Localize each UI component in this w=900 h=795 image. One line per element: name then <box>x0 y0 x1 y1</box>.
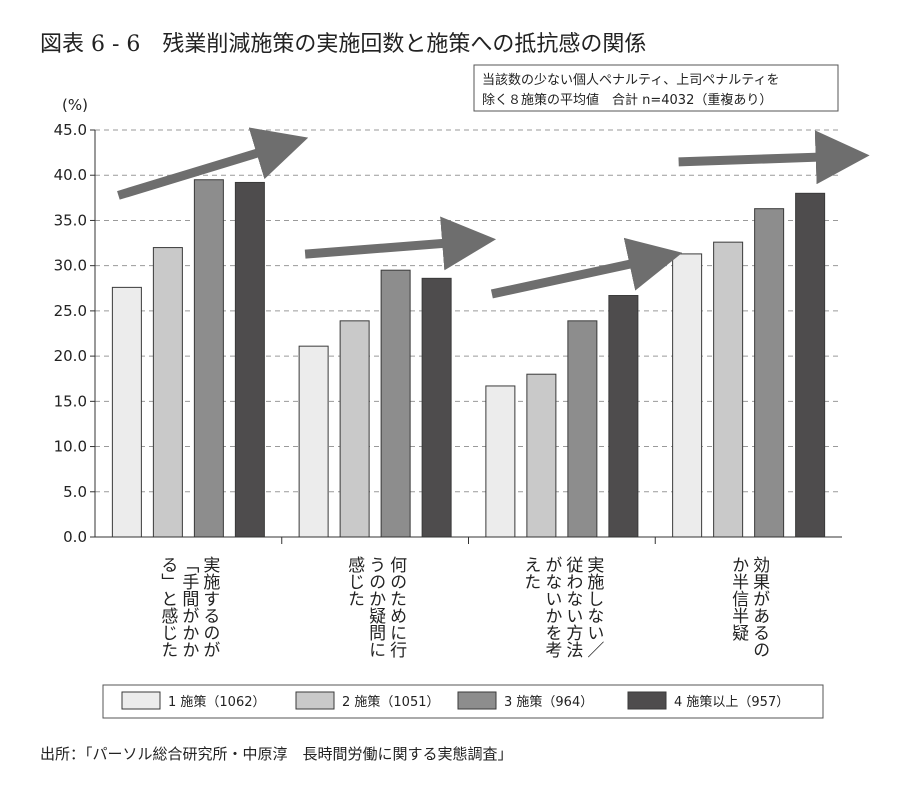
bar <box>754 208 785 538</box>
bar <box>298 345 329 538</box>
category-label: 「手間がかか <box>178 556 199 658</box>
y-tick-label: 15.0 <box>54 392 87 410</box>
trend-arrow <box>117 127 309 200</box>
legend-swatch <box>121 691 161 710</box>
y-tick-label: 0.0 <box>63 528 87 546</box>
bar <box>111 286 142 538</box>
bar <box>608 295 639 538</box>
category-label: 効果があるの <box>749 556 770 658</box>
category-label: うのか疑問に <box>365 556 386 658</box>
category-label: 何のために行 <box>386 556 407 659</box>
legend-label: 4 施策以上（957） <box>674 694 789 710</box>
category-label: か半信半疑 <box>728 556 749 641</box>
bar <box>526 373 557 538</box>
x-axis <box>95 536 842 544</box>
bar <box>485 385 516 538</box>
legend-label: 2 施策（1051） <box>342 694 440 710</box>
y-unit-label: (%) <box>62 96 88 114</box>
legend-swatch <box>457 691 497 710</box>
note-box: 当該数の少ない個人ペナルティ、上司ペナルティを 除く８施策の平均値 合計 n=4… <box>473 64 839 112</box>
category-label: がないかを考 <box>541 556 562 659</box>
y-tick-label: 45.0 <box>54 121 87 139</box>
source-note: 出所：「パーソル総合研究所・中原淳 長時間労働に関する実態調査」 <box>40 745 513 763</box>
y-axis: 0.0 5.0 10.0 15.0 20.0 25.0 30.0 35.0 40.0 45.0 <box>54 121 96 546</box>
legend-swatch <box>295 691 335 710</box>
bar <box>795 192 826 538</box>
trend-arrow <box>678 130 870 185</box>
legend-label: 1 施策（1062） <box>168 694 266 710</box>
figure-title: 図表 6 - 6 残業削減施策の実施回数と施策への抵抗感の関係 <box>40 32 646 57</box>
note-line-2: 除く８施策の平均値 合計 n=4032（重複あり） <box>482 92 772 108</box>
bar <box>152 247 183 538</box>
trend-arrow <box>490 237 683 299</box>
bar <box>421 277 452 538</box>
y-tick-label: 30.0 <box>54 257 87 275</box>
y-tick-label: 10.0 <box>54 438 87 456</box>
y-tick-label: 20.0 <box>54 347 87 365</box>
y-tick-label: 35.0 <box>54 211 87 229</box>
trend-arrows <box>117 127 870 299</box>
bar <box>672 253 703 538</box>
category-label: 実施しない／ <box>583 556 604 658</box>
bar <box>713 241 744 538</box>
category-label: 従わない方法 <box>562 556 583 658</box>
category-label: 感じた <box>344 556 365 607</box>
category-label: 実施するのが <box>199 556 220 658</box>
bar <box>234 181 265 538</box>
y-tick-label: 40.0 <box>54 166 87 184</box>
legend-swatch <box>627 691 667 710</box>
legend: 1 施策（1062） 2 施策（1051） 3 施策（964） 4 施策以上（957） <box>102 684 824 719</box>
category-label: る」と感じた <box>157 556 178 658</box>
trend-arrow <box>304 216 497 271</box>
category-label: えた <box>520 556 540 590</box>
bar <box>339 320 370 538</box>
note-line-1: 当該数の少ない個人ペナルティ、上司ペナルティを <box>482 72 779 88</box>
legend-label: 3 施策（964） <box>504 694 593 710</box>
bars <box>111 179 826 538</box>
bar <box>193 179 224 538</box>
bar <box>380 269 411 538</box>
y-tick-label: 5.0 <box>63 483 87 501</box>
y-tick-label: 25.0 <box>54 302 87 320</box>
bar <box>567 320 598 538</box>
